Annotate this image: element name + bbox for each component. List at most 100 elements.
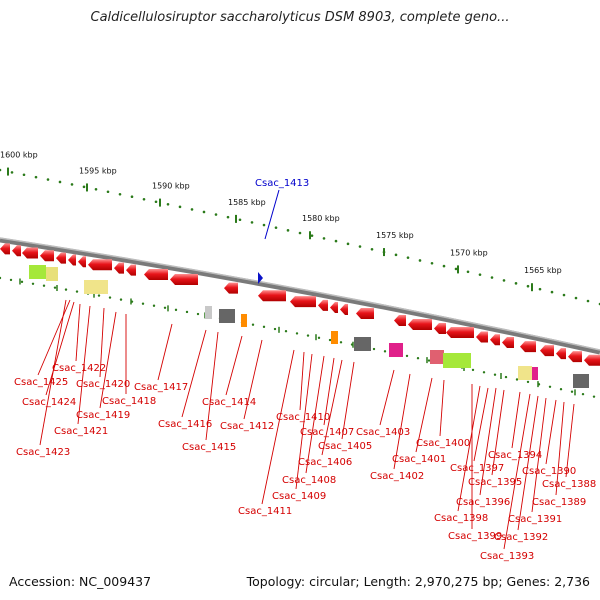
gene-arrow[interactable] xyxy=(446,327,474,339)
feature-box[interactable] xyxy=(46,267,58,281)
gene-label[interactable]: Csac_1412 xyxy=(220,421,274,432)
gene-label[interactable]: Csac_1408 xyxy=(282,475,336,486)
kbp-tick-label: 1575 kbp xyxy=(376,231,414,240)
gene-arrow[interactable] xyxy=(22,247,38,259)
gene-arrow[interactable] xyxy=(520,341,536,353)
gene-arrow[interactable] xyxy=(290,296,316,308)
gene-label[interactable]: Csac_1393 xyxy=(480,551,534,562)
gene-arrow[interactable] xyxy=(258,290,286,302)
gene-label[interactable]: Csac_1424 xyxy=(22,397,76,408)
gene-arrow[interactable] xyxy=(584,354,600,366)
gene-label[interactable]: Csac_1395 xyxy=(468,477,522,488)
gene-label[interactable]: Csac_1411 xyxy=(238,506,292,517)
gene-arrow[interactable] xyxy=(40,250,54,262)
gene-arrow[interactable] xyxy=(170,274,198,286)
gene-label[interactable]: Csac_1425 xyxy=(14,377,68,388)
gene-label[interactable]: Csac_1414 xyxy=(202,397,256,408)
gene-arrow[interactable] xyxy=(78,256,86,268)
feature-box[interactable] xyxy=(205,306,212,319)
gene-label[interactable]: Csac_1397 xyxy=(450,463,504,474)
kbp-tick-label: 1585 kbp xyxy=(228,198,266,207)
gene-label[interactable]: Csac_1388 xyxy=(542,479,596,490)
feature-track[interactable] xyxy=(29,265,589,388)
gene-arrow[interactable] xyxy=(476,331,488,343)
gene-label[interactable]: Csac_1420 xyxy=(76,379,130,390)
gene-arrow[interactable] xyxy=(0,243,10,255)
gene-label[interactable]: Csac_1417 xyxy=(134,382,188,393)
feature-box[interactable] xyxy=(518,366,532,380)
gene-label[interactable]: Csac_1390 xyxy=(522,466,576,477)
feature-box[interactable] xyxy=(84,280,108,294)
kbp-scale: 1600 kbp 1595 kbp 1590 kbp 1585 kbp 1580 kbp… xyxy=(0,151,600,306)
gene-arrow[interactable] xyxy=(56,252,66,264)
feature-box[interactable] xyxy=(331,331,338,344)
gene-arrow[interactable] xyxy=(408,318,432,330)
kbp-tick-label: 1600 kbp xyxy=(0,151,38,160)
feature-box[interactable] xyxy=(389,343,403,357)
feature-box[interactable] xyxy=(532,367,538,380)
gene-label[interactable]: Csac_1409 xyxy=(272,491,326,502)
gene-label[interactable]: Csac_1389 xyxy=(532,497,586,508)
selected-gene-callout[interactable]: Csac_1413 xyxy=(255,178,309,284)
gene-label[interactable]: Csac_1401 xyxy=(392,454,446,465)
gene-label[interactable]: Csac_1391 xyxy=(508,514,562,525)
gene-label-lines xyxy=(37,299,575,550)
genome-backbone xyxy=(0,237,600,355)
selected-gene-marker[interactable] xyxy=(258,272,263,284)
gene-arrow[interactable] xyxy=(68,254,76,266)
feature-box[interactable] xyxy=(219,309,235,323)
gene-label[interactable]: Csac_1410 xyxy=(276,412,330,423)
gene-arrow[interactable] xyxy=(356,308,374,320)
gene-arrow[interactable] xyxy=(126,264,136,276)
gene-arrow[interactable] xyxy=(144,269,168,281)
gene-arrow[interactable] xyxy=(318,299,328,311)
selected-gene-label[interactable]: Csac_1413 xyxy=(255,178,309,189)
kbp-tick-label: 1570 kbp xyxy=(450,248,488,257)
gene-label[interactable]: Csac_1402 xyxy=(370,471,424,482)
gene-label[interactable]: Csac_1396 xyxy=(456,497,510,508)
gene-arrow[interactable] xyxy=(502,336,514,348)
gene-label[interactable]: Csac_1399 xyxy=(448,531,502,542)
gene-arrow[interactable] xyxy=(330,302,338,314)
kbp-tick-label: 1580 kbp xyxy=(302,214,340,223)
gene-arrow[interactable] xyxy=(394,314,406,326)
gene-label[interactable]: Csac_1415 xyxy=(182,442,236,453)
gene-label[interactable]: Csac_1418 xyxy=(102,396,156,407)
accession-text: Accession: NC_009437 xyxy=(9,574,152,589)
gene-arrow[interactable] xyxy=(340,303,348,315)
feature-box[interactable] xyxy=(443,353,471,368)
gene-label[interactable]: Csac_1406 xyxy=(298,457,352,468)
gene-arrow[interactable] xyxy=(556,348,566,360)
feature-box[interactable] xyxy=(573,374,589,388)
gene-label[interactable]: Csac_1392 xyxy=(494,532,548,543)
gene-arrow[interactable] xyxy=(88,259,112,271)
gene-label[interactable]: Csac_1423 xyxy=(16,447,70,458)
gene-label[interactable]: Csac_1422 xyxy=(52,363,106,374)
gene-track[interactable] xyxy=(0,243,600,366)
gene-label[interactable]: Csac_1421 xyxy=(54,426,108,437)
gene-labels[interactable]: Csac_1425 Csac_1424 Csac_1423 Csac_1422 Csac… xyxy=(14,363,596,562)
gene-label[interactable]: Csac_1400 xyxy=(416,438,470,449)
gene-arrow[interactable] xyxy=(490,334,500,346)
gene-arrow[interactable] xyxy=(114,262,124,274)
gene-arrow[interactable] xyxy=(540,345,554,357)
gene-label[interactable]: Csac_1419 xyxy=(76,410,130,421)
gene-label[interactable]: Csac_1398 xyxy=(434,513,488,524)
feature-box[interactable] xyxy=(430,350,444,364)
gene-label[interactable]: Csac_1407 xyxy=(300,427,354,438)
gene-label[interactable]: Csac_1405 xyxy=(318,441,372,452)
gene-label[interactable]: Csac_1394 xyxy=(488,450,542,461)
gene-arrow[interactable] xyxy=(12,245,21,257)
feature-box[interactable] xyxy=(241,314,247,327)
genome-summary-text: Topology: circular; Length: 2,970,275 bp… xyxy=(246,574,590,589)
inner-track xyxy=(0,276,596,398)
gene-arrow[interactable] xyxy=(434,322,446,334)
gene-arrow[interactable] xyxy=(224,282,238,294)
gene-label[interactable]: Csac_1403 xyxy=(356,427,410,438)
feature-box[interactable] xyxy=(354,337,371,351)
feature-box[interactable] xyxy=(29,265,46,279)
kbp-tick-label: 1590 kbp xyxy=(152,182,190,191)
gene-label[interactable]: Csac_1416 xyxy=(158,419,212,430)
gene-arrow[interactable] xyxy=(568,351,582,363)
